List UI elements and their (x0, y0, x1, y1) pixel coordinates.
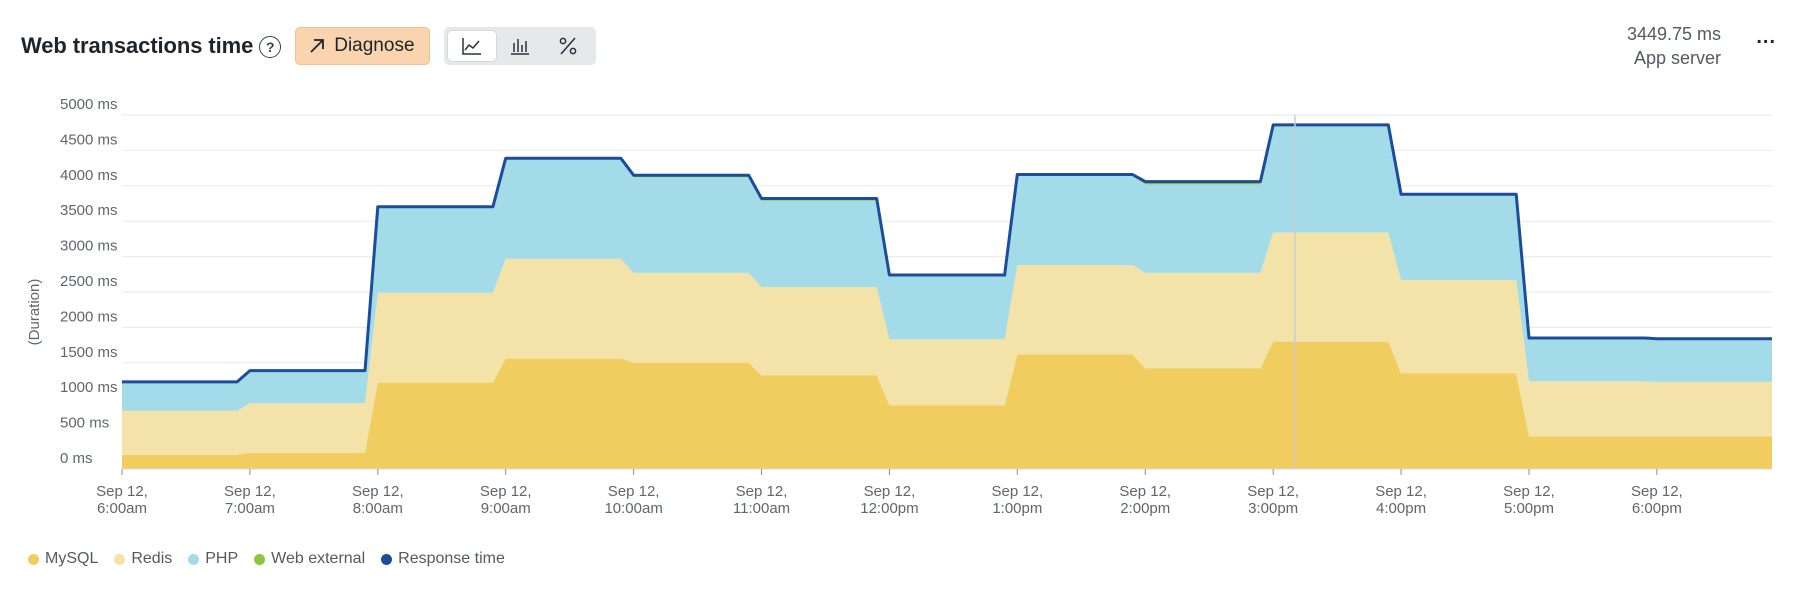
y-axis-label: (Duration) (26, 279, 43, 346)
chart-header: Web transactions time ? Diagnose (21, 24, 596, 68)
y-tick-label-1500: 1500 ms (60, 344, 118, 361)
y-tick-label-2500: 2500 ms (60, 273, 118, 290)
legend-item-web-external[interactable]: Web external (254, 550, 365, 568)
x-tick-label-12: Sep 12, 12:00pm (860, 483, 918, 517)
legend-dot (188, 553, 200, 565)
y-tick-label-3500: 3500 ms (60, 202, 118, 219)
area-redis (122, 232, 1772, 455)
y-tick-label-0: 0 ms (60, 450, 93, 467)
line-response-time (122, 123, 1772, 384)
line-chart-icon (461, 38, 481, 55)
legend-item-response-time[interactable]: Response time (381, 550, 505, 568)
y-tick-label-2000: 2000 ms (60, 308, 118, 325)
chart-title: Web transactions time (21, 33, 254, 58)
legend-item-mysql[interactable]: MySQL (28, 550, 98, 568)
bar-chart-icon (510, 39, 529, 55)
x-tick-label-18: Sep 12, 6:00pm (1631, 483, 1683, 517)
x-tick-label-7: Sep 12, 7:00am (224, 483, 276, 517)
legend-label: Web external (271, 550, 366, 567)
x-tick-label-16: Sep 12, 4:00pm (1375, 483, 1427, 517)
y-tick-label-1000: 1000 ms (60, 379, 118, 396)
transactions-area-chart[interactable]: 0 ms 500 ms 1000 ms 1500 ms 2000 ms 2500 ms 30… (0, 90, 1800, 530)
percent-icon (559, 37, 576, 55)
chart-type-toggle (443, 27, 596, 65)
question-circle-icon[interactable]: ? (259, 36, 282, 58)
y-tick-label-500: 500 ms (60, 415, 109, 432)
legend-label: MySQL (45, 550, 99, 567)
readout-label: App server (1633, 48, 1721, 68)
legend-dot (254, 553, 266, 565)
legend-dot (28, 553, 39, 565)
x-tick-label-15: Sep 12, 3:00pm (1247, 483, 1299, 517)
x-tick-label-14: Sep 12, 2:00pm (1119, 483, 1171, 517)
x-tick-label-17: Sep 12, 5:00pm (1503, 483, 1555, 517)
x-tick-label-8: Sep 12, 8:00am (352, 483, 404, 517)
legend-dot (381, 553, 393, 565)
chart-legend: MySQL Redis PHP Web external Response time (28, 550, 521, 568)
diagnose-button[interactable]: Diagnose (295, 27, 430, 65)
line-chart-button[interactable] (447, 31, 496, 61)
legend-label: Response time (398, 550, 505, 567)
bar-chart-button[interactable] (496, 31, 544, 61)
readout-value: 3449.75 ms (1626, 24, 1721, 44)
legend-label: PHP (205, 550, 239, 567)
legend-label: Redis (131, 550, 173, 567)
percent-button[interactable] (544, 31, 592, 61)
arrow-up-right-icon (310, 39, 325, 53)
legend-item-redis[interactable]: Redis (114, 550, 172, 568)
y-tick-label-5000: 5000 ms (60, 96, 118, 113)
more-options-button[interactable]: ... (1756, 26, 1776, 48)
value-readout: 3449.75 ms App server (1627, 22, 1721, 70)
x-tick-label-9: Sep 12, 9:00am (480, 483, 532, 517)
legend-item-php[interactable]: PHP (188, 550, 238, 568)
y-tick-label-4500: 4500 ms (60, 131, 118, 148)
legend-dot (114, 553, 126, 565)
x-tick-label-6: Sep 12, 6:00am (96, 483, 148, 517)
y-tick-label-3000: 3000 ms (60, 238, 118, 255)
x-tick-label-10: Sep 12, 10:00am (604, 483, 662, 517)
x-tick-label-13: Sep 12, 1:00pm (991, 483, 1043, 517)
diagnose-label: Diagnose (334, 35, 415, 56)
x-tick-label-11: Sep 12, 11:00am (733, 483, 790, 517)
y-tick-label-4000: 4000 ms (60, 167, 118, 184)
area-php (122, 126, 1772, 411)
